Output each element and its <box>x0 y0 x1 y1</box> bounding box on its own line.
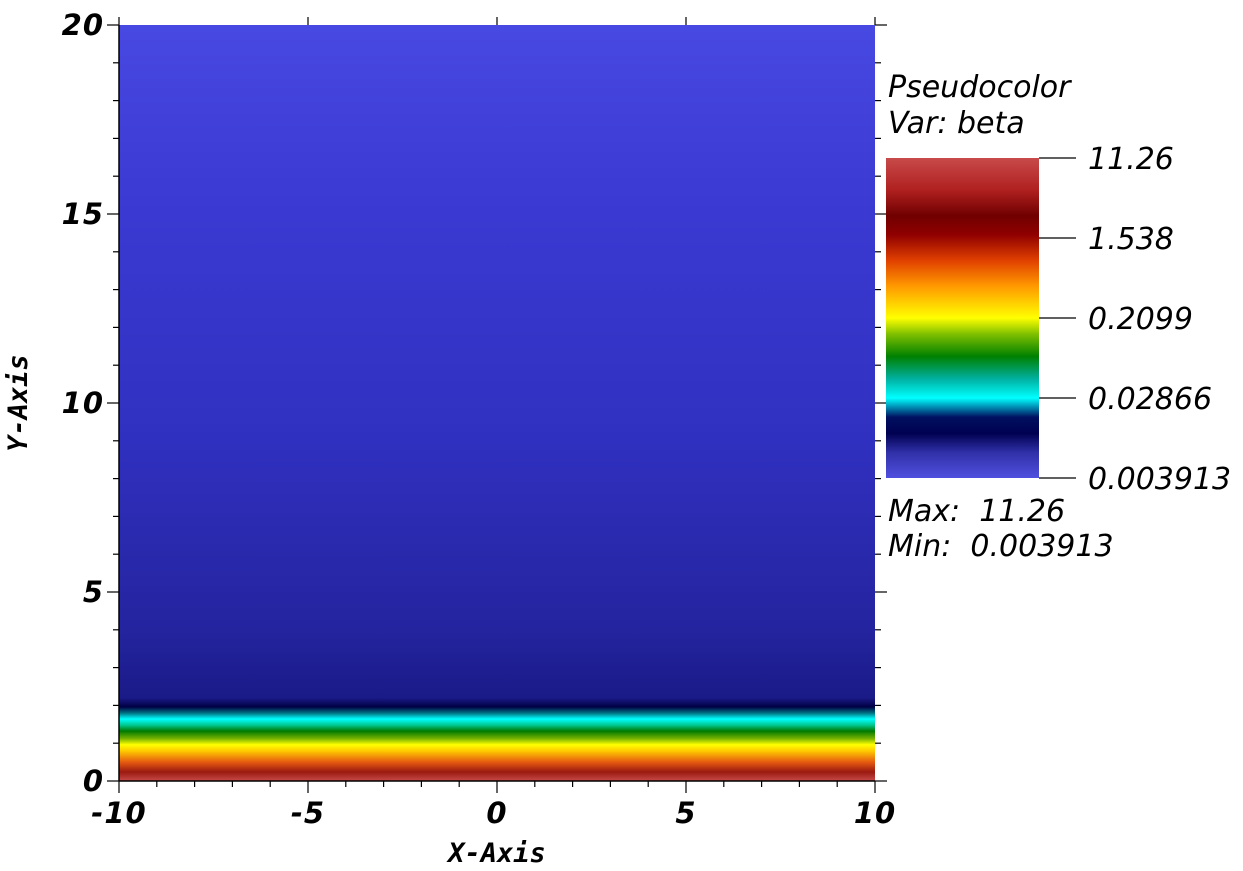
x-tick-label: -5 <box>291 796 325 830</box>
x-axis-ticks: -10 -5 0 5 10 <box>91 17 896 830</box>
x-tick-label: -10 <box>91 796 146 830</box>
legend-max: Max: 11.26 <box>888 494 1065 529</box>
legend: Pseudocolor Var: beta 11.26 1.538 0.2099 0.… <box>886 70 1231 564</box>
colorbar-tick-label: 0.2099 <box>1088 302 1193 337</box>
colorbar-tick-label: 11.26 <box>1088 142 1174 177</box>
x-tick-label: 10 <box>854 796 896 830</box>
colorbar-tick-label: 1.538 <box>1088 222 1174 257</box>
field-image <box>119 25 875 781</box>
colorbar-ticks: 11.26 1.538 0.2099 0.02866 0.003913 <box>1039 142 1231 497</box>
y-tick-label: 10 <box>62 386 104 420</box>
y-axis-ticks: 0 5 10 15 20 <box>62 8 887 798</box>
y-axis-title: Y-Axis <box>3 354 34 452</box>
legend-title: Pseudocolor <box>888 70 1072 105</box>
legend-variable: Var: beta <box>888 106 1025 141</box>
x-tick-label: 5 <box>675 796 696 830</box>
y-tick-label: 15 <box>62 197 104 231</box>
colorbar-tick-label: 0.003913 <box>1088 462 1231 497</box>
x-tick-label: 0 <box>486 796 507 830</box>
y-tick-label: 0 <box>83 764 104 798</box>
colorbar <box>886 158 1039 478</box>
x-axis-title: X-Axis <box>446 838 546 869</box>
legend-min: Min: 0.003913 <box>888 529 1114 564</box>
colorbar-tick-label: 0.02866 <box>1088 382 1212 417</box>
y-tick-label: 5 <box>83 575 104 609</box>
y-tick-label: 20 <box>62 8 104 42</box>
